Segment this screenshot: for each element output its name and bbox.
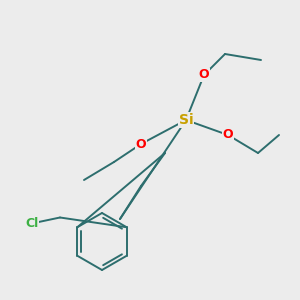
Text: O: O bbox=[199, 68, 209, 82]
Text: O: O bbox=[223, 128, 233, 142]
Text: Cl: Cl bbox=[25, 217, 38, 230]
Text: O: O bbox=[136, 137, 146, 151]
Text: Si: Si bbox=[179, 113, 193, 127]
